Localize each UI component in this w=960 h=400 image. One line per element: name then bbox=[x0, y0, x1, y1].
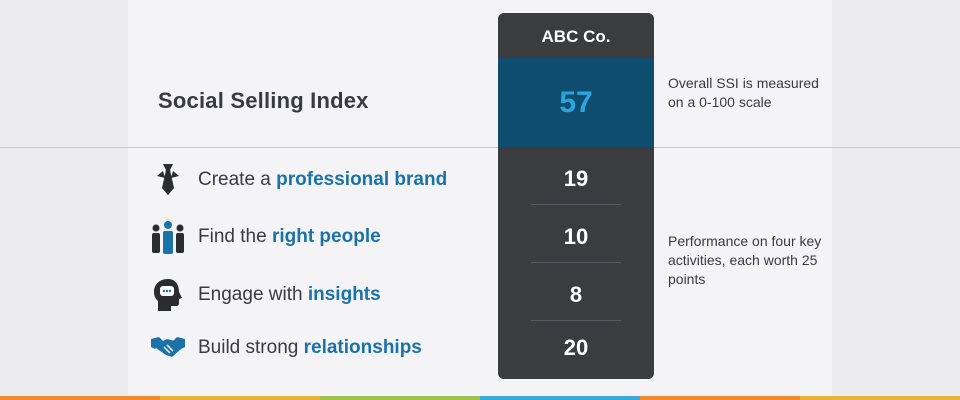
activity-highlight: insights bbox=[307, 284, 381, 305]
bottom-color-bar bbox=[0, 396, 960, 400]
performance-note: Performance on four key activities, each… bbox=[668, 233, 822, 287]
activity-insights: Engage with insights bbox=[150, 275, 381, 315]
score-separator bbox=[531, 262, 621, 263]
score-panel: ABC Co. 57 19 10 8 20 bbox=[498, 13, 654, 379]
company-name: ABC Co. bbox=[541, 27, 611, 46]
activity-prefix: Build strong bbox=[198, 337, 304, 358]
activity-prefix: Find the bbox=[198, 226, 272, 247]
activity-label: Find the right people bbox=[198, 226, 381, 248]
activity-right-people: Find the right people bbox=[150, 217, 381, 257]
activity-highlight: relationships bbox=[303, 337, 422, 358]
activity-prefix: Engage with bbox=[198, 284, 308, 305]
activity-label: Engage with insights bbox=[198, 284, 381, 306]
activity-label: Build strong relationships bbox=[198, 337, 422, 359]
score-relationships: 20 bbox=[563, 335, 589, 360]
overall-note: Overall SSI is measured on a 0-100 scale bbox=[668, 75, 819, 110]
score-right-people: 10 bbox=[563, 224, 589, 249]
left-background-band bbox=[0, 0, 128, 400]
activity-prefix: Create a bbox=[198, 169, 277, 190]
ssi-title: Social Selling Index bbox=[158, 88, 369, 113]
horizontal-divider bbox=[0, 147, 960, 148]
activity-label: Create a professional brand bbox=[198, 169, 447, 191]
center-background bbox=[128, 0, 832, 400]
activity-professional-brand: Create a professional brand bbox=[150, 160, 447, 200]
score-separator bbox=[531, 320, 621, 321]
head-speech-icon bbox=[150, 277, 186, 313]
activity-highlight: professional brand bbox=[276, 169, 448, 190]
activity-relationships: Build strong relationships bbox=[150, 328, 422, 368]
right-background-band bbox=[832, 0, 960, 400]
score-separator bbox=[531, 204, 621, 205]
handshake-icon bbox=[150, 330, 186, 366]
score-professional-brand: 19 bbox=[563, 166, 589, 191]
necktie-icon bbox=[150, 162, 186, 198]
score-insights: 8 bbox=[569, 282, 583, 307]
activity-highlight: right people bbox=[271, 226, 381, 247]
total-score: 57 bbox=[498, 58, 654, 147]
people-group-icon bbox=[150, 219, 186, 255]
